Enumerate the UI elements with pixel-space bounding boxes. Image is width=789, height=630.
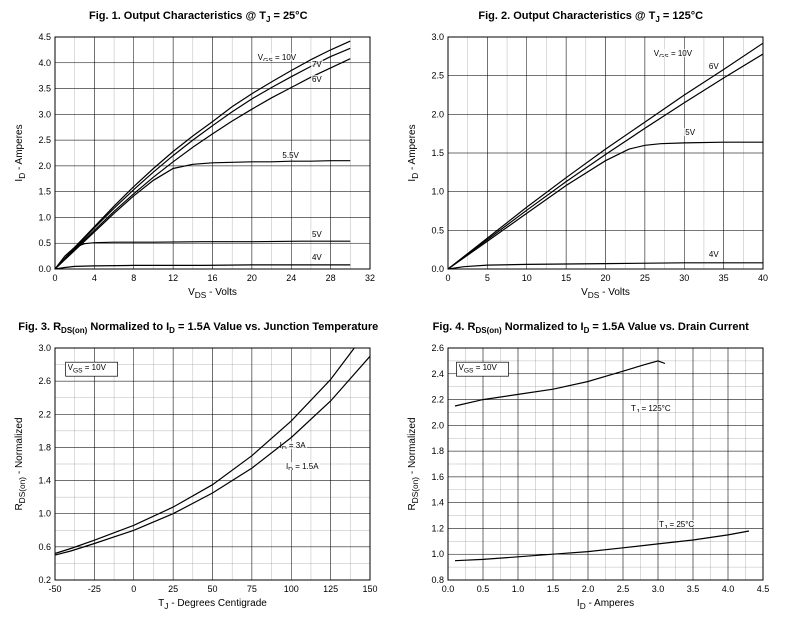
chart-grid: Fig. 1. Output Characteristics @ TJ = 25…: [10, 10, 779, 620]
svg-text:50: 50: [207, 584, 217, 594]
chart-title: Fig. 3. RDS(on) Normalized to ID = 1.5A …: [10, 321, 387, 336]
series-4V: [55, 265, 350, 269]
svg-text:0: 0: [445, 273, 450, 283]
svg-text:1.4: 1.4: [38, 475, 51, 485]
svg-text:4.5: 4.5: [38, 32, 51, 42]
svg-text:10: 10: [521, 273, 531, 283]
svg-text:3.5: 3.5: [38, 83, 51, 93]
svg-text:3.0: 3.0: [431, 32, 444, 42]
svg-text:30: 30: [679, 273, 689, 283]
svg-text:0.8: 0.8: [431, 575, 444, 585]
svg-text:1.5: 1.5: [38, 186, 51, 196]
svg-text:0.0: 0.0: [441, 584, 454, 594]
svg-text:-50: -50: [48, 584, 61, 594]
svg-text:0.0: 0.0: [431, 264, 444, 274]
svg-text:75: 75: [247, 584, 257, 594]
svg-text:-25: -25: [88, 584, 101, 594]
svg-text:3.0: 3.0: [38, 109, 51, 119]
svg-text:1.0: 1.0: [38, 508, 51, 518]
svg-text:0: 0: [131, 584, 136, 594]
svg-text:1.5: 1.5: [546, 584, 559, 594]
svg-text:1.6: 1.6: [431, 471, 444, 481]
svg-text:2.4: 2.4: [431, 368, 444, 378]
svg-text:4: 4: [92, 273, 97, 283]
svg-text:3.5: 3.5: [686, 584, 699, 594]
svg-text:4.0: 4.0: [38, 58, 51, 68]
chart-title: Fig. 2. Output Characteristics @ TJ = 12…: [403, 10, 780, 25]
svg-text:2.6: 2.6: [38, 376, 51, 386]
svg-text:2.0: 2.0: [431, 420, 444, 430]
svg-text:1.0: 1.0: [511, 584, 524, 594]
chart-svg: 0 4 8 12 16 20 24 28 32 0.0 0.5 1.0 1.5 2.0 2.5 3.0 3.5 4…: [10, 29, 380, 309]
svg-text:3.0: 3.0: [651, 584, 664, 594]
svg-text:0.0: 0.0: [38, 264, 51, 274]
svg-text:0.2: 0.2: [38, 575, 51, 585]
svg-text:20: 20: [600, 273, 610, 283]
svg-text:25: 25: [168, 584, 178, 594]
fig1-chart: Fig. 1. Output Characteristics @ TJ = 25…: [10, 10, 387, 309]
svg-text:1.4: 1.4: [431, 497, 444, 507]
svg-text:100: 100: [284, 584, 299, 594]
svg-text:40: 40: [757, 273, 767, 283]
svg-text:2.5: 2.5: [38, 135, 51, 145]
series-TJ25C: [455, 531, 749, 561]
svg-text:5: 5: [484, 273, 489, 283]
svg-text:12: 12: [168, 273, 178, 283]
svg-text:2.2: 2.2: [38, 409, 51, 419]
svg-text:1.8: 1.8: [431, 446, 444, 456]
chart-svg: 05101520253035400.00.51.01.52.02.53.0VGS…: [403, 29, 773, 309]
svg-text:0.5: 0.5: [476, 584, 489, 594]
svg-text:15: 15: [561, 273, 571, 283]
chart-svg: -50 -25 0 25 50 75 100 125 150 0.2 0.6 1.0 1.4 1.8 2.2…: [10, 340, 380, 620]
svg-text:1.8: 1.8: [38, 442, 51, 452]
svg-text:125: 125: [323, 584, 338, 594]
svg-text:1.2: 1.2: [431, 523, 444, 533]
chart-svg: 0.0 0.5 1.0 1.5 2.0 2.5 3.0 3.5 4.0 4.5 0.8 1.0 1.2 1…: [403, 340, 773, 620]
svg-text:2.0: 2.0: [38, 161, 51, 171]
svg-text:35: 35: [718, 273, 728, 283]
svg-text:0.6: 0.6: [38, 541, 51, 551]
svg-text:2.0: 2.0: [431, 109, 444, 119]
fig2-chart: Fig. 2. Output Characteristics @ TJ = 12…: [403, 10, 780, 309]
svg-text:0.5: 0.5: [38, 238, 51, 248]
svg-text:28: 28: [326, 273, 336, 283]
chart-title: Fig. 1. Output Characteristics @ TJ = 25…: [10, 10, 387, 25]
svg-text:1.0: 1.0: [38, 212, 51, 222]
svg-text:1.0: 1.0: [431, 549, 444, 559]
svg-text:0.5: 0.5: [431, 225, 444, 235]
svg-text:1.5: 1.5: [431, 148, 444, 158]
svg-text:2.0: 2.0: [581, 584, 594, 594]
svg-text:2.6: 2.6: [431, 343, 444, 353]
series-ID3A: [55, 348, 354, 554]
svg-text:1.0: 1.0: [431, 186, 444, 196]
fig3-chart: Fig. 3. RDS(on) Normalized to ID = 1.5A …: [10, 321, 387, 620]
svg-text:32: 32: [365, 273, 375, 283]
svg-text:2.2: 2.2: [431, 394, 444, 404]
chart-title: Fig. 4. RDS(on) Normalized to ID = 1.5A …: [403, 321, 780, 336]
svg-text:150: 150: [362, 584, 377, 594]
svg-text:16: 16: [207, 273, 217, 283]
svg-text:2.5: 2.5: [431, 70, 444, 80]
fig4-chart: Fig. 4. RDS(on) Normalized to ID = 1.5A …: [403, 321, 780, 620]
svg-text:24: 24: [286, 273, 296, 283]
svg-text:4.5: 4.5: [756, 584, 769, 594]
svg-text:20: 20: [247, 273, 257, 283]
svg-text:0: 0: [52, 273, 57, 283]
svg-text:4.0: 4.0: [721, 584, 734, 594]
series-55V: [55, 160, 350, 268]
svg-text:25: 25: [639, 273, 649, 283]
svg-text:8: 8: [131, 273, 136, 283]
svg-text:2.5: 2.5: [616, 584, 629, 594]
svg-text:3.0: 3.0: [38, 343, 51, 353]
